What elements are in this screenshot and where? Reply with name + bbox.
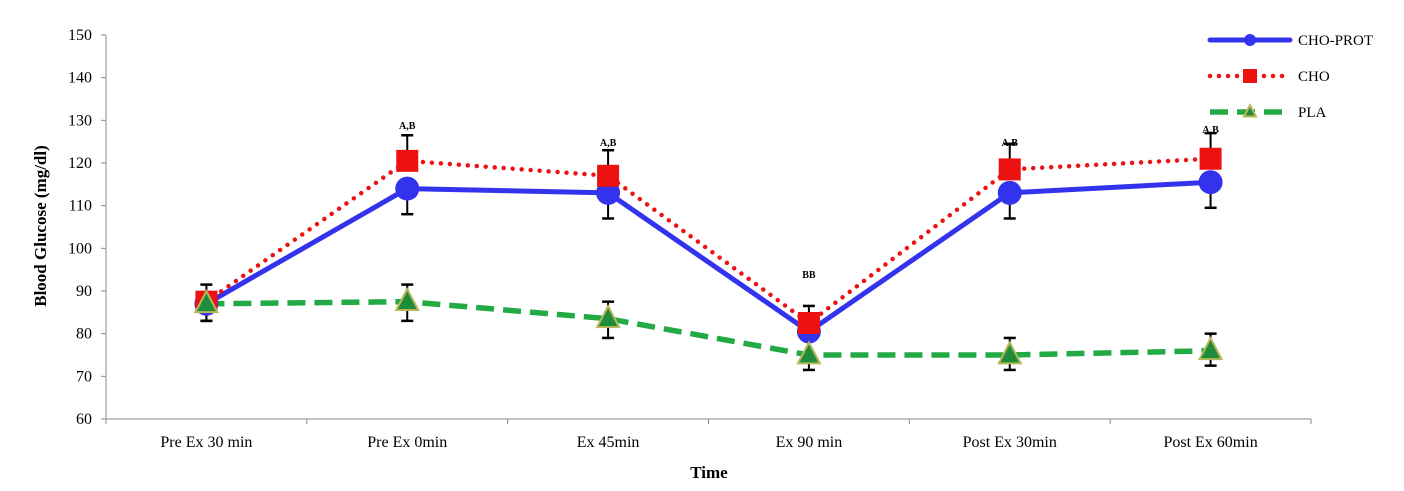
x-tick-label: Post Ex 30min	[963, 434, 1057, 451]
series-line-cho	[204, 156, 1213, 326]
marker-cho	[396, 149, 419, 172]
y-tick-label: 150	[68, 27, 92, 44]
y-tick-label: 100	[68, 240, 92, 257]
x-axis-title: Time	[690, 463, 728, 482]
y-tick-label: 140	[68, 70, 92, 87]
marker-cho-prot	[1198, 170, 1223, 195]
marker-cho	[998, 158, 1021, 181]
marker-cho-prot	[596, 180, 621, 205]
marker-pla	[1197, 336, 1224, 361]
y-tick-label: 130	[68, 112, 92, 129]
y-axis-title: Blood Glucose (mg/dl)	[31, 145, 50, 307]
legend-marker-pla	[1242, 103, 1258, 118]
y-tick-label: 80	[76, 326, 92, 343]
series-lines	[203, 156, 1214, 358]
significance-label: A,B	[399, 121, 416, 132]
significance-annotations: A,B A,B BB A,B A,B	[399, 121, 1219, 281]
marker-cho	[1199, 147, 1222, 170]
x-tick-label: Ex 45min	[577, 434, 640, 451]
marker-pla	[193, 289, 220, 314]
marker-pla	[394, 286, 420, 312]
legend-label: CHO	[1298, 69, 1330, 85]
axes	[101, 34, 1312, 424]
marker-pla	[595, 304, 621, 329]
series-line-cho-prot	[203, 179, 1214, 335]
series-line-pla	[206, 298, 1211, 358]
legend: CHO-PROT CHO PLA	[1207, 33, 1373, 121]
x-tick-label: Pre Ex 30 min	[160, 434, 252, 451]
y-tick-label: 70	[76, 368, 92, 385]
marker-cho	[597, 164, 620, 187]
series-markers	[193, 147, 1224, 365]
y-tick-label: 120	[68, 155, 92, 172]
marker-cho-prot	[997, 180, 1022, 205]
significance-label: A,B	[1202, 125, 1219, 136]
x-tick-label: Pre Ex 0min	[367, 434, 447, 451]
tick-labels: 60 70 80 90 100 110 120 130 140 150 Pre Ex 30 min P…	[68, 27, 1258, 451]
marker-pla	[997, 340, 1023, 365]
marker-cho-prot	[395, 176, 420, 201]
significance-label: BB	[802, 270, 816, 281]
y-tick-label: 110	[69, 198, 92, 215]
significance-label: A,B	[1002, 138, 1019, 149]
y-tick-label: 60	[76, 411, 92, 428]
error-bars	[200, 131, 1217, 372]
marker-cho	[797, 312, 820, 334]
significance-label: A,B	[600, 138, 617, 149]
legend-marker-cho-prot	[1244, 34, 1256, 46]
legend-label: PLA	[1298, 105, 1327, 121]
x-tick-label: Post Ex 60min	[1163, 434, 1257, 451]
legend-label: CHO-PROT	[1298, 33, 1373, 49]
marker-pla	[796, 340, 822, 365]
x-tick-label: Ex 90 min	[776, 434, 843, 451]
y-tick-label: 90	[76, 283, 92, 300]
legend-marker-cho	[1243, 69, 1257, 83]
